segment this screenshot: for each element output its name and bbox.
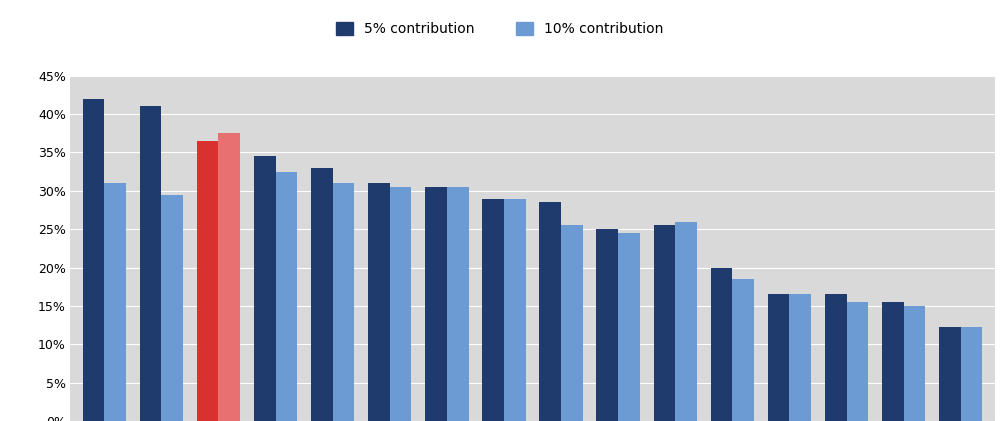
Bar — [83, 99, 104, 421]
Bar — [711, 268, 732, 421]
Bar — [596, 229, 618, 421]
Bar — [789, 294, 811, 421]
Bar — [368, 183, 390, 421]
Legend: 5% contribution, 10% contribution: 5% contribution, 10% contribution — [331, 17, 669, 42]
Bar — [425, 187, 447, 421]
Bar — [618, 233, 640, 421]
Bar — [333, 183, 354, 421]
Bar — [882, 302, 904, 421]
Bar — [140, 107, 161, 421]
Bar — [904, 306, 925, 421]
Bar — [311, 168, 333, 421]
Bar — [768, 294, 789, 421]
Bar — [847, 302, 868, 421]
Bar — [254, 156, 276, 421]
Bar — [654, 225, 675, 421]
Bar — [482, 199, 504, 421]
Bar — [504, 199, 526, 421]
Bar — [961, 327, 982, 421]
Bar — [218, 133, 240, 421]
Bar — [276, 172, 297, 421]
Bar — [447, 187, 469, 421]
Bar — [539, 203, 561, 421]
Bar — [732, 279, 754, 421]
Bar — [104, 183, 126, 421]
Bar — [939, 327, 961, 421]
Bar — [675, 221, 697, 421]
Bar — [390, 187, 411, 421]
Bar — [561, 225, 583, 421]
Bar — [161, 195, 183, 421]
Bar — [197, 141, 218, 421]
Bar — [825, 294, 847, 421]
